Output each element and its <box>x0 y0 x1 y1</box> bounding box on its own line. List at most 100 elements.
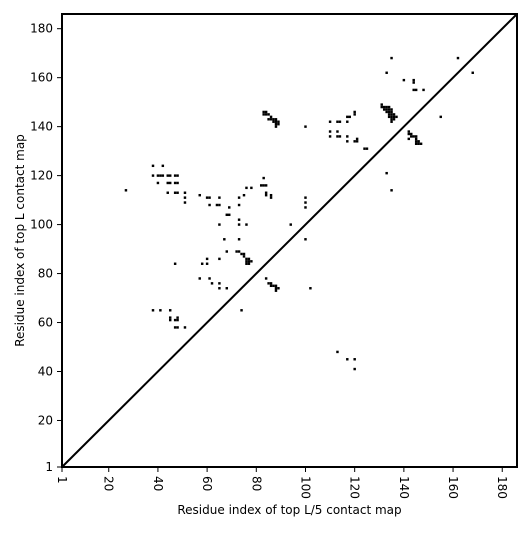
contact-point <box>264 193 268 197</box>
contact-point <box>456 56 460 60</box>
contact-point <box>173 181 177 185</box>
contact-point <box>228 206 231 209</box>
contact-point <box>304 206 307 209</box>
contact-point <box>277 120 280 123</box>
contact-point <box>355 140 359 143</box>
contact-point <box>380 103 383 106</box>
contact-point <box>363 147 366 150</box>
contact-point <box>173 174 177 177</box>
contact-point <box>176 326 179 329</box>
contact-point <box>272 120 275 123</box>
contact-point <box>353 113 356 116</box>
x-tick-label: 160 <box>446 476 460 499</box>
contact-point <box>205 196 209 199</box>
x-tick-label: 20 <box>102 476 116 491</box>
contact-point <box>395 115 398 119</box>
contact-point <box>228 213 231 217</box>
contact-point <box>264 184 268 187</box>
contact-point <box>304 125 307 128</box>
contact-point <box>355 137 359 141</box>
contact-point <box>382 105 386 109</box>
contact-point <box>205 262 209 265</box>
contact-point <box>272 284 275 288</box>
contact-point <box>336 135 339 138</box>
contact-point <box>218 196 221 199</box>
contact-point <box>269 193 273 197</box>
contact-point <box>385 110 388 114</box>
contact-point <box>166 181 169 185</box>
contact-point <box>353 367 356 371</box>
x-tick-label: 40 <box>151 476 165 491</box>
x-tick-label: 120 <box>348 476 362 499</box>
contact-point <box>387 113 391 116</box>
contact-point <box>390 113 393 116</box>
contact-point <box>274 289 278 292</box>
contact-point <box>240 252 243 256</box>
contact-point <box>304 196 307 199</box>
contact-point <box>390 115 393 119</box>
contact-point <box>176 174 179 177</box>
contact-point <box>208 196 211 199</box>
x-tick-label: 1 <box>55 476 69 484</box>
contact-point <box>168 318 172 322</box>
y-tick-label: 1 <box>45 460 53 474</box>
x-axis-ticks: 1 20 40 60 80 100 120 140 160 180 <box>55 467 509 499</box>
diagonal-line <box>61 13 518 468</box>
plot-frame <box>61 13 518 468</box>
contact-point <box>262 176 265 180</box>
contact-point <box>410 132 413 136</box>
contact-point <box>200 262 204 265</box>
contact-point <box>392 118 396 121</box>
contact-point <box>336 350 339 354</box>
contact-point <box>439 115 442 119</box>
contact-point <box>218 257 221 261</box>
contact-point <box>274 118 278 121</box>
contact-point <box>336 130 339 133</box>
contact-point <box>242 193 246 197</box>
contact-point <box>407 132 411 136</box>
contact-point <box>274 122 278 126</box>
contact-point <box>412 81 415 84</box>
contact-point <box>218 203 221 207</box>
contact-point <box>407 130 411 133</box>
contact-point <box>173 318 177 322</box>
contact-point <box>414 137 418 141</box>
contact-point <box>250 260 253 263</box>
contact-point <box>225 213 229 217</box>
contact-point <box>385 71 388 74</box>
contact-point <box>262 113 265 116</box>
contact-point <box>245 223 248 226</box>
contact-point <box>264 113 268 116</box>
contact-point <box>277 287 280 290</box>
x-tick-label: 60 <box>200 476 214 491</box>
contact-point <box>412 135 415 138</box>
contact-point <box>225 287 229 290</box>
contact-point <box>215 203 219 207</box>
contact-point <box>183 201 187 204</box>
contact-point <box>156 181 160 185</box>
contact-point <box>267 118 270 121</box>
contact-point <box>159 309 162 312</box>
data-points <box>124 56 474 371</box>
contact-point <box>237 223 241 226</box>
contact-point <box>274 284 278 288</box>
y-tick-label: 160 <box>30 71 53 85</box>
contact-point <box>176 191 179 194</box>
contact-point <box>338 135 342 138</box>
contact-point <box>173 191 177 194</box>
contact-point <box>417 142 420 145</box>
contact-point <box>392 115 396 119</box>
contact-point <box>247 262 251 265</box>
contact-point <box>218 282 221 285</box>
contact-point <box>250 186 253 190</box>
contact-point <box>183 326 187 329</box>
contact-point <box>264 191 268 194</box>
contact-point <box>168 316 172 319</box>
contact-point <box>245 262 248 265</box>
contact-point <box>390 56 393 60</box>
contact-point <box>353 358 356 361</box>
y-tick-label: 80 <box>38 267 53 281</box>
contact-point <box>176 181 179 185</box>
contact-point <box>380 105 383 109</box>
